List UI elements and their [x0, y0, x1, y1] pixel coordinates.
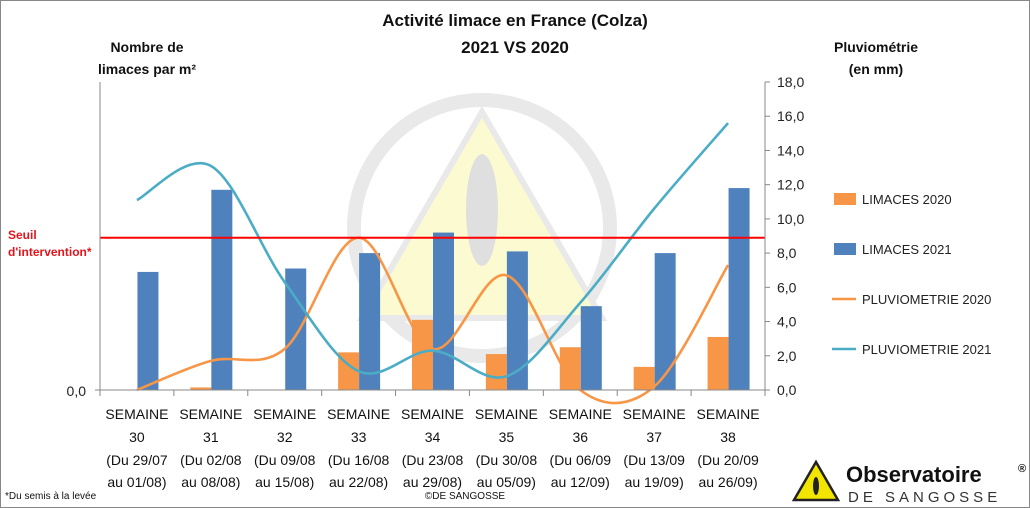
y-left-tick-label: 0,0 — [67, 383, 87, 399]
bar-limaces-2021 — [285, 268, 307, 390]
slug-icon — [813, 477, 819, 495]
bar-limaces-2020 — [412, 319, 433, 390]
x-tick-label: au 12/09) — [551, 474, 610, 490]
x-tick-label: 38 — [720, 429, 736, 445]
x-tick-label: au 29/08) — [403, 474, 462, 490]
brand-name: Observatoire — [846, 462, 982, 487]
x-axis-labels: SEMAINE 30 (Du 29/07 au 01/08) SEMAINE 31 (Du … — [105, 406, 759, 490]
chart-title: Activité limace en France (Colza) — [382, 11, 647, 30]
legend-swatch — [834, 243, 856, 255]
x-tick-label: SEMAINE — [623, 406, 686, 422]
x-tick-label: au 05/09) — [477, 474, 536, 490]
y-right-tick-label: 6,0 — [777, 279, 797, 295]
x-tick-label: (Du 16/08 — [328, 452, 390, 468]
x-tick-label: 34 — [425, 429, 441, 445]
bar-limaces-2021 — [211, 189, 233, 390]
x-tick-label: (Du 30/08 — [476, 452, 538, 468]
x-tick-label: au 15/08) — [255, 474, 314, 490]
x-tick-label: SEMAINE — [179, 406, 242, 422]
axes-layer — [95, 82, 766, 396]
bar-limaces-2020 — [707, 336, 729, 390]
brand-registered: ® — [1018, 463, 1026, 475]
brand-sub: DE SANGOSSE — [848, 489, 1001, 506]
bar-limaces-2020 — [633, 366, 655, 390]
y-right-tick-label: 0,0 — [777, 382, 797, 398]
x-tick-label: (Du 09/08 — [254, 452, 316, 468]
chart-subtitle: 2021 VS 2020 — [461, 38, 569, 57]
legend-label: PLUVIOMETRIE 2020 — [862, 292, 991, 307]
x-tick-label: (Du 29/07 — [106, 452, 168, 468]
x-tick-label: au 08/08) — [181, 474, 240, 490]
x-tick-label: au 19/09) — [625, 474, 684, 490]
threshold-label-line1: Seuil — [8, 228, 37, 242]
x-tick-label: SEMAINE — [401, 406, 464, 422]
x-tick-label: 31 — [203, 429, 219, 445]
legend-swatch — [834, 193, 856, 205]
x-tick-label: SEMAINE — [549, 406, 612, 422]
bar-limaces-2021 — [728, 188, 750, 390]
y-right-tick-label: 18,0 — [777, 74, 804, 90]
x-tick-label: au 26/09) — [698, 474, 757, 490]
bar-limaces-2020 — [190, 387, 212, 390]
threshold-label-line2: d'intervention* — [8, 245, 92, 259]
x-tick-label: (Du 20/09 — [697, 452, 759, 468]
x-tick-label: (Du 23/08 — [402, 452, 464, 468]
x-tick-label: SEMAINE — [327, 406, 390, 422]
brand-logo: Observatoire ® DE SANGOSSE — [791, 459, 1026, 506]
x-tick-label: au 01/08) — [107, 474, 166, 490]
x-tick-label: au 22/08) — [329, 474, 388, 490]
bar-limaces-2020 — [559, 347, 581, 390]
footnote: *Du semis à la levée — [5, 491, 97, 502]
bar-limaces-2021 — [359, 253, 381, 390]
legend-label: LIMACES 2021 — [862, 242, 952, 257]
x-tick-label: SEMAINE — [253, 406, 316, 422]
y-right-tick-label: 4,0 — [777, 314, 797, 330]
legend-label: LIMACES 2020 — [862, 192, 952, 207]
y-right-tick-label: 8,0 — [777, 245, 797, 261]
x-tick-label: SEMAINE — [475, 406, 538, 422]
bar-limaces-2021 — [433, 232, 454, 390]
copyright: ©DE SANGOSSE — [425, 491, 505, 502]
bar-limaces-2021 — [506, 251, 528, 390]
y-right-tick-label: 2,0 — [777, 348, 797, 364]
line-pluviometrie-2021 — [136, 122, 730, 379]
x-tick-label: 37 — [646, 429, 662, 445]
y-left-axis-title-line2: limaces par m² — [98, 61, 196, 77]
bar-limaces-2021 — [654, 253, 676, 390]
x-tick-label: 33 — [351, 429, 367, 445]
bar-limaces-2020 — [485, 354, 507, 390]
x-tick-label: SEMAINE — [697, 406, 760, 422]
line-pluviometrie-2020 — [136, 236, 730, 405]
y-right-tick-label: 14,0 — [777, 142, 804, 158]
x-tick-label: (Du 02/08 — [180, 452, 242, 468]
x-tick-label: (Du 13/09 — [623, 452, 685, 468]
y-left-axis-title-line1: Nombre de — [110, 39, 183, 55]
bar-limaces-2021 — [580, 306, 602, 390]
y-right-axis-title-line1: Pluviométrie — [834, 39, 918, 55]
y-right-tick-label: 16,0 — [777, 108, 804, 124]
y-right-axis-title-line2: (en mm) — [849, 61, 903, 77]
x-tick-label: 35 — [499, 429, 515, 445]
x-tick-label: 30 — [129, 429, 145, 445]
x-tick-label: 32 — [277, 429, 293, 445]
y-right-tick-label: 10,0 — [777, 211, 804, 227]
x-tick-label: (Du 06/09 — [550, 452, 612, 468]
lines-layer — [136, 122, 730, 405]
y-right-tick-label: 12,0 — [777, 177, 804, 193]
y-right-axis: 0,0 2,0 4,0 6,0 8,0 10,0 12,0 14,0 16,0 18,0 — [765, 74, 804, 398]
x-tick-label: SEMAINE — [105, 406, 168, 422]
legend: LIMACES 2020 LIMACES 2021 PLUVIOMETRIE 202… — [832, 192, 991, 357]
x-tick-label: 36 — [572, 429, 588, 445]
bar-limaces-2021 — [137, 271, 159, 390]
legend-label: PLUVIOMETRIE 2021 — [862, 342, 991, 357]
